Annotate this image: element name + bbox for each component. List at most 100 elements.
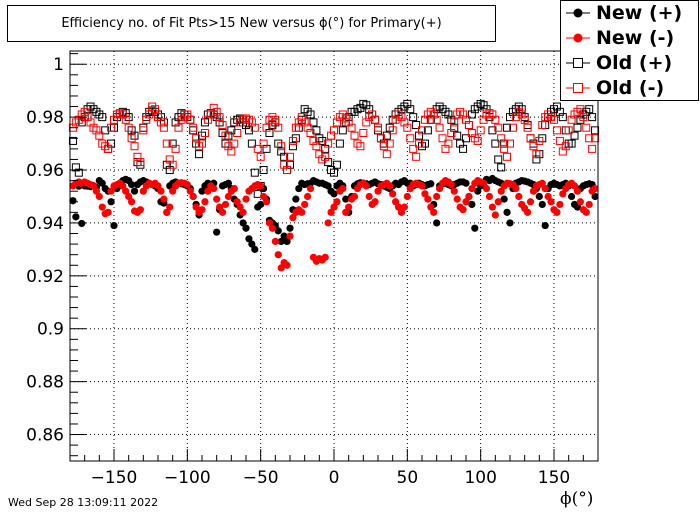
data-point xyxy=(555,136,564,145)
data-point xyxy=(494,123,503,132)
data-point xyxy=(409,144,418,153)
data-point xyxy=(497,187,505,195)
data-point xyxy=(382,150,391,159)
data-point xyxy=(227,126,236,135)
data-point xyxy=(74,168,83,177)
data-point xyxy=(494,155,503,164)
data-point xyxy=(332,160,341,169)
data-point xyxy=(280,152,289,161)
data-point xyxy=(535,136,544,145)
data-point xyxy=(471,224,479,232)
y-tick-label: 0.96 xyxy=(26,161,64,181)
data-point xyxy=(268,224,276,232)
x-tick-label: −100 xyxy=(164,468,211,488)
data-point xyxy=(556,200,564,209)
data-point xyxy=(288,136,297,145)
data-point xyxy=(418,182,426,190)
data-point xyxy=(464,121,473,130)
data-point xyxy=(433,192,441,201)
data-point xyxy=(579,113,588,122)
data-point xyxy=(300,118,309,127)
data-point xyxy=(526,134,535,143)
data-point xyxy=(423,110,432,119)
data-point xyxy=(517,105,526,114)
data-point xyxy=(338,126,347,135)
data-point xyxy=(371,115,380,124)
data-point xyxy=(342,208,350,216)
data-point xyxy=(386,182,394,190)
data-point xyxy=(391,115,400,124)
data-point xyxy=(585,134,594,143)
data-point xyxy=(464,121,473,130)
data-point xyxy=(547,107,556,116)
data-point xyxy=(591,126,600,135)
data-point xyxy=(552,102,561,111)
data-point xyxy=(385,139,394,148)
data-point xyxy=(230,139,239,148)
data-point xyxy=(474,187,482,195)
data-point xyxy=(125,192,133,201)
data-point xyxy=(95,192,103,201)
data-point xyxy=(248,240,256,248)
data-point xyxy=(98,139,107,148)
data-point xyxy=(306,129,315,137)
data-point xyxy=(92,187,100,195)
data-point xyxy=(576,115,585,124)
data-point xyxy=(297,115,306,124)
data-point xyxy=(250,123,259,132)
data-point xyxy=(350,192,359,201)
data-point xyxy=(277,142,286,151)
data-point xyxy=(174,123,183,132)
data-point xyxy=(374,123,382,132)
data-point xyxy=(459,144,468,153)
data-point xyxy=(251,245,259,253)
data-point xyxy=(397,208,406,216)
data-point xyxy=(213,228,221,236)
data-point xyxy=(436,184,444,193)
data-point xyxy=(482,110,491,119)
data-point xyxy=(467,129,476,137)
data-point xyxy=(470,134,479,143)
data-point xyxy=(68,136,77,145)
data-point xyxy=(92,126,101,135)
data-point xyxy=(374,187,382,195)
data-point xyxy=(216,203,224,211)
data-point xyxy=(145,110,154,119)
data-point xyxy=(101,142,110,151)
data-point xyxy=(591,134,600,143)
data-point xyxy=(403,123,412,132)
data-point xyxy=(189,192,197,201)
data-point xyxy=(564,139,573,148)
data-point xyxy=(183,180,191,189)
data-point xyxy=(112,110,121,119)
data-point xyxy=(350,131,359,140)
data-point xyxy=(541,184,549,193)
y-tick-label: 0.98 xyxy=(26,108,64,128)
data-point xyxy=(573,187,582,195)
data-point xyxy=(318,155,327,164)
data-point xyxy=(362,118,371,127)
data-point xyxy=(218,121,227,130)
data-point xyxy=(262,198,271,206)
data-point xyxy=(98,179,106,187)
data-point xyxy=(359,99,368,108)
data-point xyxy=(218,129,227,137)
data-point xyxy=(555,107,564,116)
legend: New (+) New (-) Old (+) Old (-) xyxy=(560,0,699,101)
data-point xyxy=(441,107,450,116)
data-point xyxy=(128,180,136,189)
data-point xyxy=(529,142,538,151)
data-point xyxy=(83,105,92,114)
data-point xyxy=(324,182,332,190)
data-point xyxy=(573,123,582,132)
data-point xyxy=(183,110,192,119)
data-point xyxy=(265,219,274,227)
data-point xyxy=(450,187,458,195)
data-point xyxy=(77,118,86,127)
data-point xyxy=(500,139,509,148)
data-point xyxy=(257,200,265,209)
data-point xyxy=(291,123,300,132)
data-point xyxy=(333,198,341,206)
data-point xyxy=(570,131,579,140)
data-point xyxy=(400,102,409,111)
